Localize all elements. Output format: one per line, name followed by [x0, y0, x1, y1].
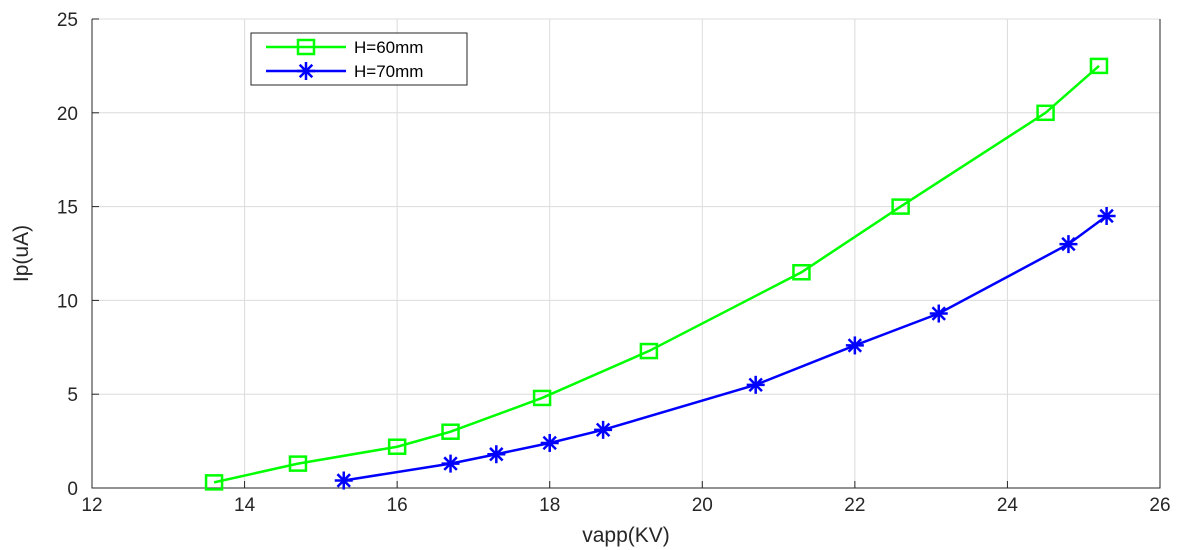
asterisk-stroke — [489, 447, 504, 462]
y-tick-label: 25 — [57, 10, 78, 31]
legend-entry: H=70mm — [266, 62, 423, 81]
y-tick-label: 5 — [67, 385, 78, 406]
square-marker — [288, 455, 308, 472]
series-line — [213, 64, 1100, 484]
asterisk-marker — [594, 420, 613, 439]
asterisk-marker — [441, 454, 460, 473]
legend-entry: H=60mm — [266, 38, 423, 57]
x-tick-labels: 12 14 16 18 20 22 24 26 — [81, 495, 1170, 516]
asterisk-stroke — [1061, 236, 1076, 252]
legend: H=60mm H=70mm — [250, 32, 468, 86]
square-marker — [891, 198, 910, 215]
y-tick-label: 20 — [57, 104, 78, 125]
square-marker — [296, 38, 316, 56]
asterisk-marker — [297, 62, 315, 80]
asterisk-marker — [1059, 235, 1078, 254]
asterisk-marker — [334, 471, 353, 490]
y-tick-labels: 0 5 10 15 20 25 — [57, 10, 78, 500]
square-marker — [1036, 104, 1055, 122]
square-marker — [792, 264, 811, 281]
square-marker — [639, 342, 659, 360]
square-marker — [1089, 57, 1109, 75]
asterisk-stroke — [443, 456, 458, 471]
series-line — [343, 214, 1108, 482]
series-1 — [204, 57, 1109, 491]
series-layer — [204, 57, 1116, 491]
legend-label: H=60mm — [354, 38, 423, 57]
asterisk-stroke — [1099, 208, 1114, 224]
x-tick-label: 24 — [997, 495, 1019, 516]
asterisk-stroke — [595, 422, 611, 438]
series-2 — [334, 206, 1116, 490]
x-axis-label: vapp(KV) — [582, 524, 670, 547]
asterisk-marker — [746, 375, 765, 394]
asterisk-stroke — [542, 435, 557, 451]
x-tick-label: 22 — [844, 495, 865, 516]
grid — [91, 18, 1161, 489]
asterisk-marker — [845, 336, 864, 355]
asterisk-marker — [487, 445, 506, 464]
asterisk-stroke — [336, 473, 351, 488]
asterisk-stroke — [931, 306, 946, 321]
x-tick-label: 16 — [387, 495, 408, 516]
x-tick-label: 18 — [539, 495, 560, 516]
y-tick-label: 15 — [57, 198, 78, 219]
square-marker — [441, 423, 460, 440]
axis-box — [91, 19, 1161, 489]
asterisk-stroke — [298, 63, 314, 79]
axes — [91, 18, 1161, 489]
asterisk-marker — [540, 433, 559, 452]
y-axis-label: Ip(uA) — [10, 225, 33, 282]
square-marker — [532, 389, 552, 407]
x-tick-label: 20 — [692, 495, 713, 516]
x-tick-label: 26 — [1149, 495, 1170, 516]
legend-box — [250, 32, 468, 86]
x-tick-label: 14 — [234, 495, 256, 516]
asterisk-marker — [1097, 206, 1116, 225]
asterisk-marker — [929, 304, 948, 323]
y-tick-label: 10 — [57, 291, 78, 312]
square-marker — [204, 474, 224, 491]
asterisk-stroke — [748, 377, 763, 393]
x-tick-label: 12 — [81, 495, 102, 516]
asterisk-stroke — [847, 338, 863, 353]
legend-label: H=70mm — [354, 62, 423, 81]
legend-entries: H=60mm H=70mm — [266, 38, 423, 81]
y-tick-label: 0 — [67, 479, 78, 500]
square-marker — [387, 438, 407, 455]
